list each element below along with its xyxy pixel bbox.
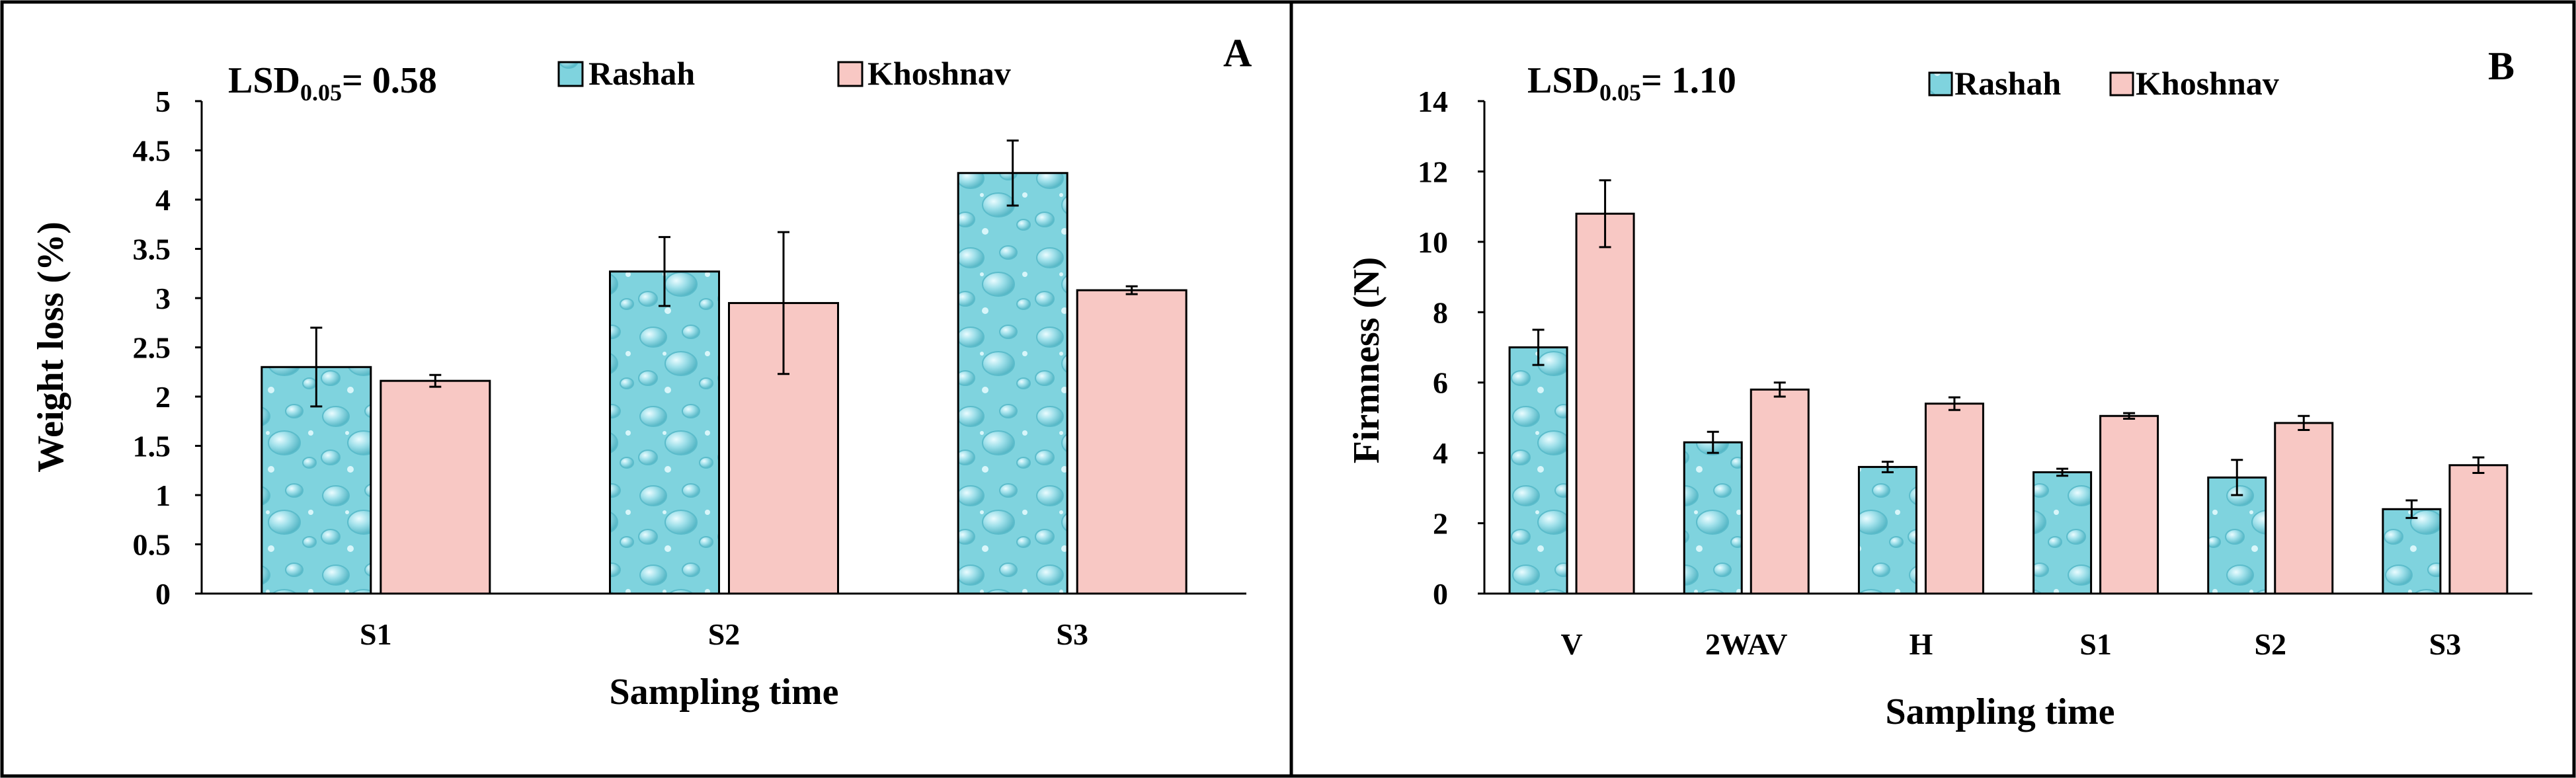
panel-b-y-tick-label: 10 [1418, 225, 1448, 259]
panel-a-lsd-prefix: LSD [228, 60, 300, 101]
panel-b-letter: B [2488, 44, 2515, 88]
panel-a-y-tick-label: 1.5 [133, 430, 171, 463]
panel-a-y-tick-label: 4 [155, 183, 171, 217]
panel-a-plot-area: 0 0.5 1 1.5 2 2.5 3 3.5 4 4.5 5 S1 S2 S3 [133, 85, 1246, 651]
panel-b-y-tick-label: 4 [1433, 436, 1448, 470]
panel-a-legend-swatch-khoshnav [837, 61, 864, 87]
panel-a-xlabel: Sampling time [610, 672, 839, 713]
panel-b-bar-khoshnav [1575, 212, 1635, 595]
panel-b-xlabel: Sampling time [1886, 691, 2115, 732]
panel-b-lsd: LSD0.05= 1.10 [1527, 60, 1736, 106]
panel-a-y-tick-label: 5 [155, 85, 171, 118]
panel-b-bar-khoshnav [2274, 422, 2334, 595]
panel-b-y-tick-label: 2 [1433, 507, 1448, 541]
panel-b-lsd-sub: 0.05 [1599, 79, 1641, 106]
panel-b-y-tick-label: 0 [1433, 577, 1448, 611]
panel-b-legend-swatch-rashah [1928, 71, 1953, 97]
panel-b-legend-swatch-khoshnav [2109, 71, 2134, 97]
panel-b-bar-rashah [2207, 476, 2267, 595]
panel-a-bar-rashah [609, 270, 720, 595]
panel-a-legend-label-khoshnav: Khoshnav [867, 55, 1011, 92]
panel-a-y-tick-label: 0.5 [133, 528, 171, 562]
panel-a-x-tick-label: S2 [708, 617, 741, 651]
panel-a-y-tick-label: 2.5 [133, 331, 171, 365]
panel-a-lsd: LSD0.05= 0.58 [228, 60, 437, 106]
panel-a-bar-khoshnav [380, 379, 491, 595]
panel-b-bar-khoshnav [2099, 414, 2159, 595]
panel-b-bar-khoshnav [2448, 464, 2509, 595]
panel-b-frame [1289, 0, 2576, 778]
panel-a-y-tick-label: 2 [155, 380, 171, 414]
panel-b-x-tick-label: S1 [2079, 627, 2112, 661]
panel-a-ylabel: Weight loss (%) [30, 221, 71, 473]
panel-a-letter: A [1223, 31, 1252, 75]
panel-a-lsd-value: = 0.58 [342, 60, 437, 101]
panel-a-y-tick-label: 0 [155, 577, 171, 611]
panel-b-x-tick-label: S2 [2254, 627, 2286, 661]
panel-a-bar-rashah [957, 172, 1068, 595]
panel-b-bar-rashah [1683, 441, 1743, 595]
panel-a-legend-swatch-rashah [557, 61, 584, 87]
panel-b-y-tick-label: 12 [1418, 155, 1448, 188]
panel-a-y-tick-label: 4.5 [133, 134, 171, 168]
panel-b-lsd-value: = 1.10 [1641, 60, 1736, 101]
panel-b-x-tick-label: 2WAV [1705, 627, 1787, 661]
panel-b-lsd-prefix: LSD [1527, 60, 1599, 101]
panel-b-ylabel: Firmness (N) [1346, 257, 1387, 464]
panel-b-bar-rashah [1508, 346, 1568, 595]
panel-b-legend-label-rashah: Rashah [1954, 65, 2061, 102]
panel-b-plot-area: 0 2 4 6 8 10 12 14 V 2WAV H S1 S2 S3 [1418, 85, 2532, 661]
panel-b: LSD0.05= 1.10 Rashah Khoshnav B Firmness… [1346, 44, 2532, 732]
panel-b-bar-khoshnav [1750, 388, 1810, 595]
panel-b-bar-rashah [2382, 508, 2442, 595]
panel-b-x-tick-label: V [1560, 627, 1582, 661]
panel-b-bar-khoshnav [1924, 403, 1984, 595]
panel-b-bar-rashah [1857, 465, 1917, 595]
panel-a-bar-khoshnav [1076, 289, 1187, 595]
panel-a: LSD0.05= 0.58 Rashah Khoshnav A Weight l… [30, 31, 1252, 713]
panel-b-y-tick-label: 14 [1418, 85, 1448, 118]
panel-a-y-tick-label: 3.5 [133, 233, 171, 266]
panel-a-x-tick-label: S1 [360, 617, 392, 651]
panel-b-x-tick-label: H [1910, 627, 1933, 661]
panel-a-lsd-sub: 0.05 [300, 79, 342, 106]
panel-b-y-tick-label: 6 [1433, 366, 1448, 400]
panel-b-legend-label-khoshnav: Khoshnav [2136, 65, 2279, 102]
panel-a-y-tick-label: 3 [155, 282, 171, 315]
panel-a-x-tick-label: S3 [1056, 617, 1088, 651]
panel-b-y-tick-label: 8 [1433, 295, 1448, 329]
panel-a-y-tick-label: 1 [155, 479, 171, 512]
panel-b-bar-rashah [2033, 471, 2093, 595]
panel-b-x-tick-label: S3 [2429, 627, 2462, 661]
panel-a-legend-label-rashah: Rashah [588, 55, 695, 92]
